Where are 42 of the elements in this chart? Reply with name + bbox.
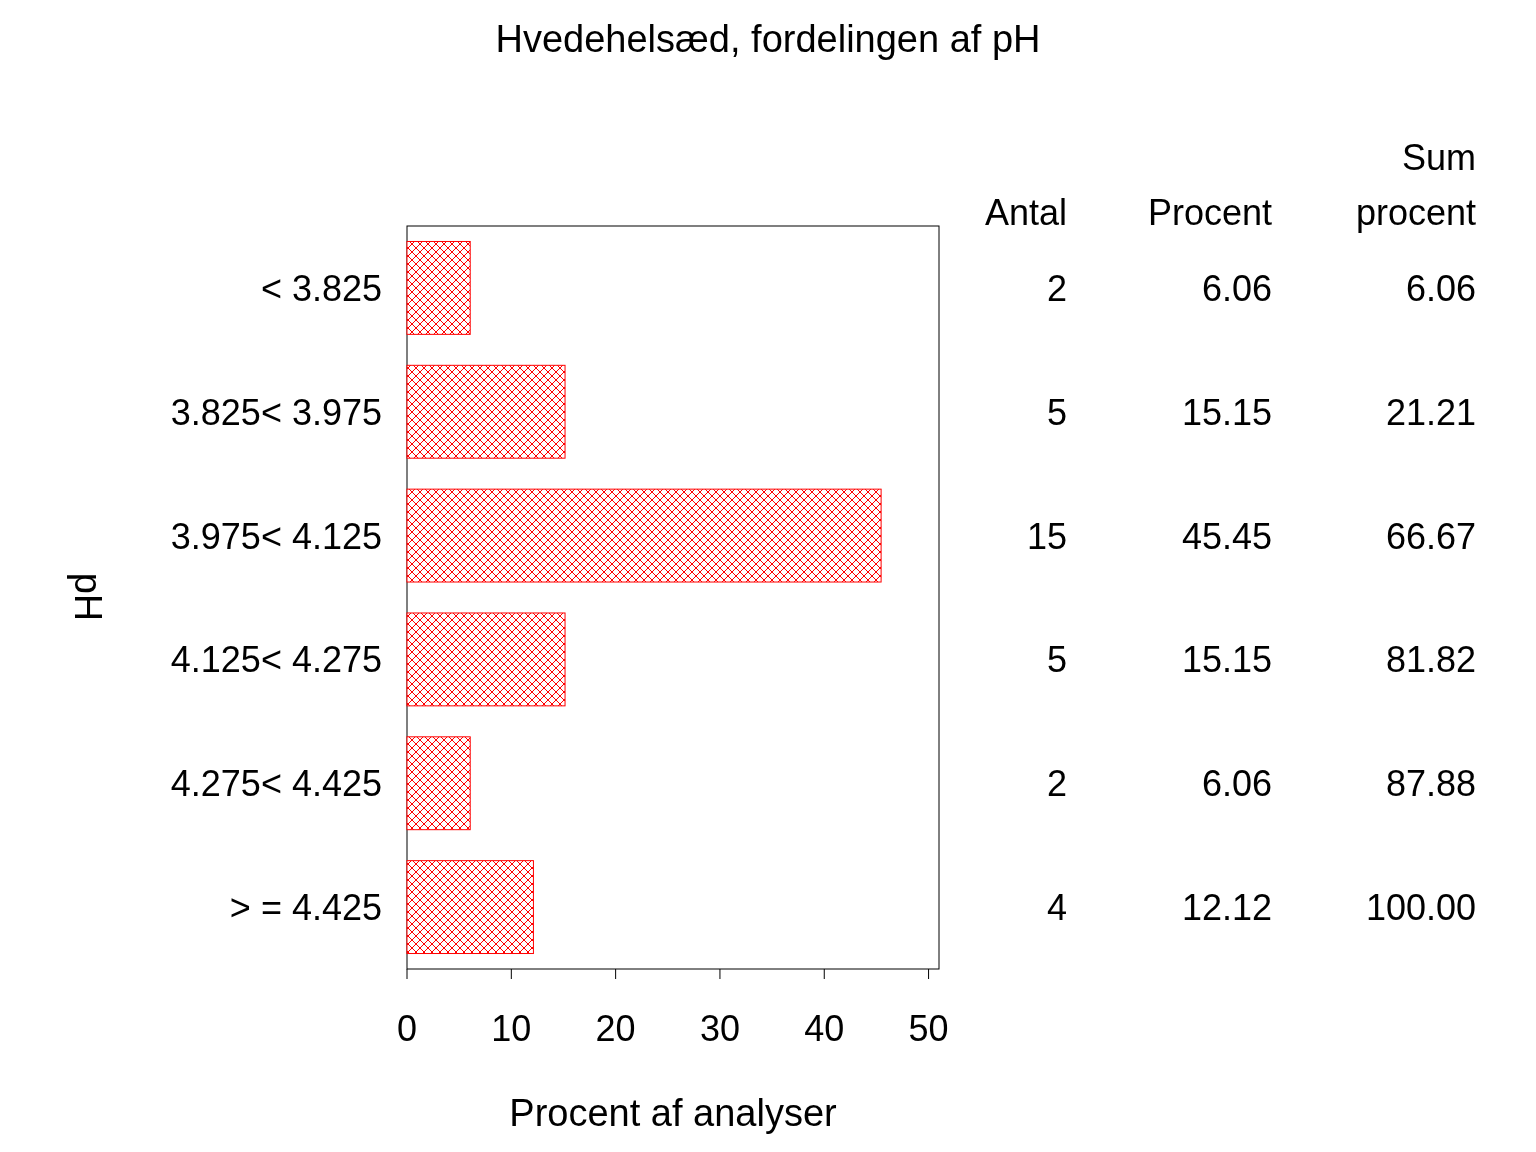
bar	[406, 240, 471, 335]
text: Procent	[1147, 192, 1272, 233]
x-axis-title: Procent af analyser	[509, 1092, 838, 1134]
x-tick-label: 0	[396, 1008, 418, 1049]
x-tick-label: 50	[908, 1008, 949, 1049]
text: Sum procent	[1355, 137, 1476, 233]
data-label: 15.15	[1181, 391, 1272, 433]
x-tick-label: 40	[804, 1008, 845, 1049]
text: 2	[1046, 267, 1067, 309]
bar	[406, 488, 882, 583]
text: 81.82	[1385, 639, 1476, 681]
text: 4	[1046, 887, 1067, 929]
bar	[406, 612, 566, 707]
bar	[406, 736, 471, 831]
bar	[406, 364, 566, 459]
text: Antal	[984, 192, 1067, 233]
y-tick-label: 3.825< 3.975	[170, 391, 382, 433]
text: 87.88	[1385, 763, 1476, 805]
text: 100.00	[1365, 887, 1476, 929]
data-label: 45.45	[1181, 515, 1272, 557]
text: 5	[1046, 639, 1067, 681]
data-label: 15.15	[1181, 639, 1272, 681]
data-label: 6.06	[1201, 763, 1272, 805]
y-tick-label: < 3.825	[260, 267, 382, 309]
chart-title: Hvedehelsæd, fordelingen af pH	[495, 18, 1041, 60]
y-axis-title: pH	[67, 572, 109, 622]
x-tick-label: 10	[491, 1008, 532, 1049]
text: 2	[1046, 763, 1067, 805]
bar	[406, 860, 534, 955]
text: 15	[1026, 515, 1067, 557]
text: 66.67	[1385, 515, 1476, 557]
text: 5	[1046, 391, 1067, 433]
y-tick-label: 4.125< 4.275	[170, 639, 382, 681]
text: 21.21	[1385, 391, 1476, 433]
y-tick-label: 4.275< 4.425	[170, 763, 382, 805]
y-tick-label: > = 4.425	[229, 887, 382, 929]
x-tick-label: 30	[699, 1008, 740, 1049]
data-label: 12.12	[1181, 887, 1272, 929]
text: 6.06	[1405, 267, 1476, 309]
y-tick-label: 3.975< 4.125	[170, 515, 382, 557]
x-tick-label: 20	[595, 1008, 636, 1049]
data-label: 6.06	[1201, 267, 1272, 309]
